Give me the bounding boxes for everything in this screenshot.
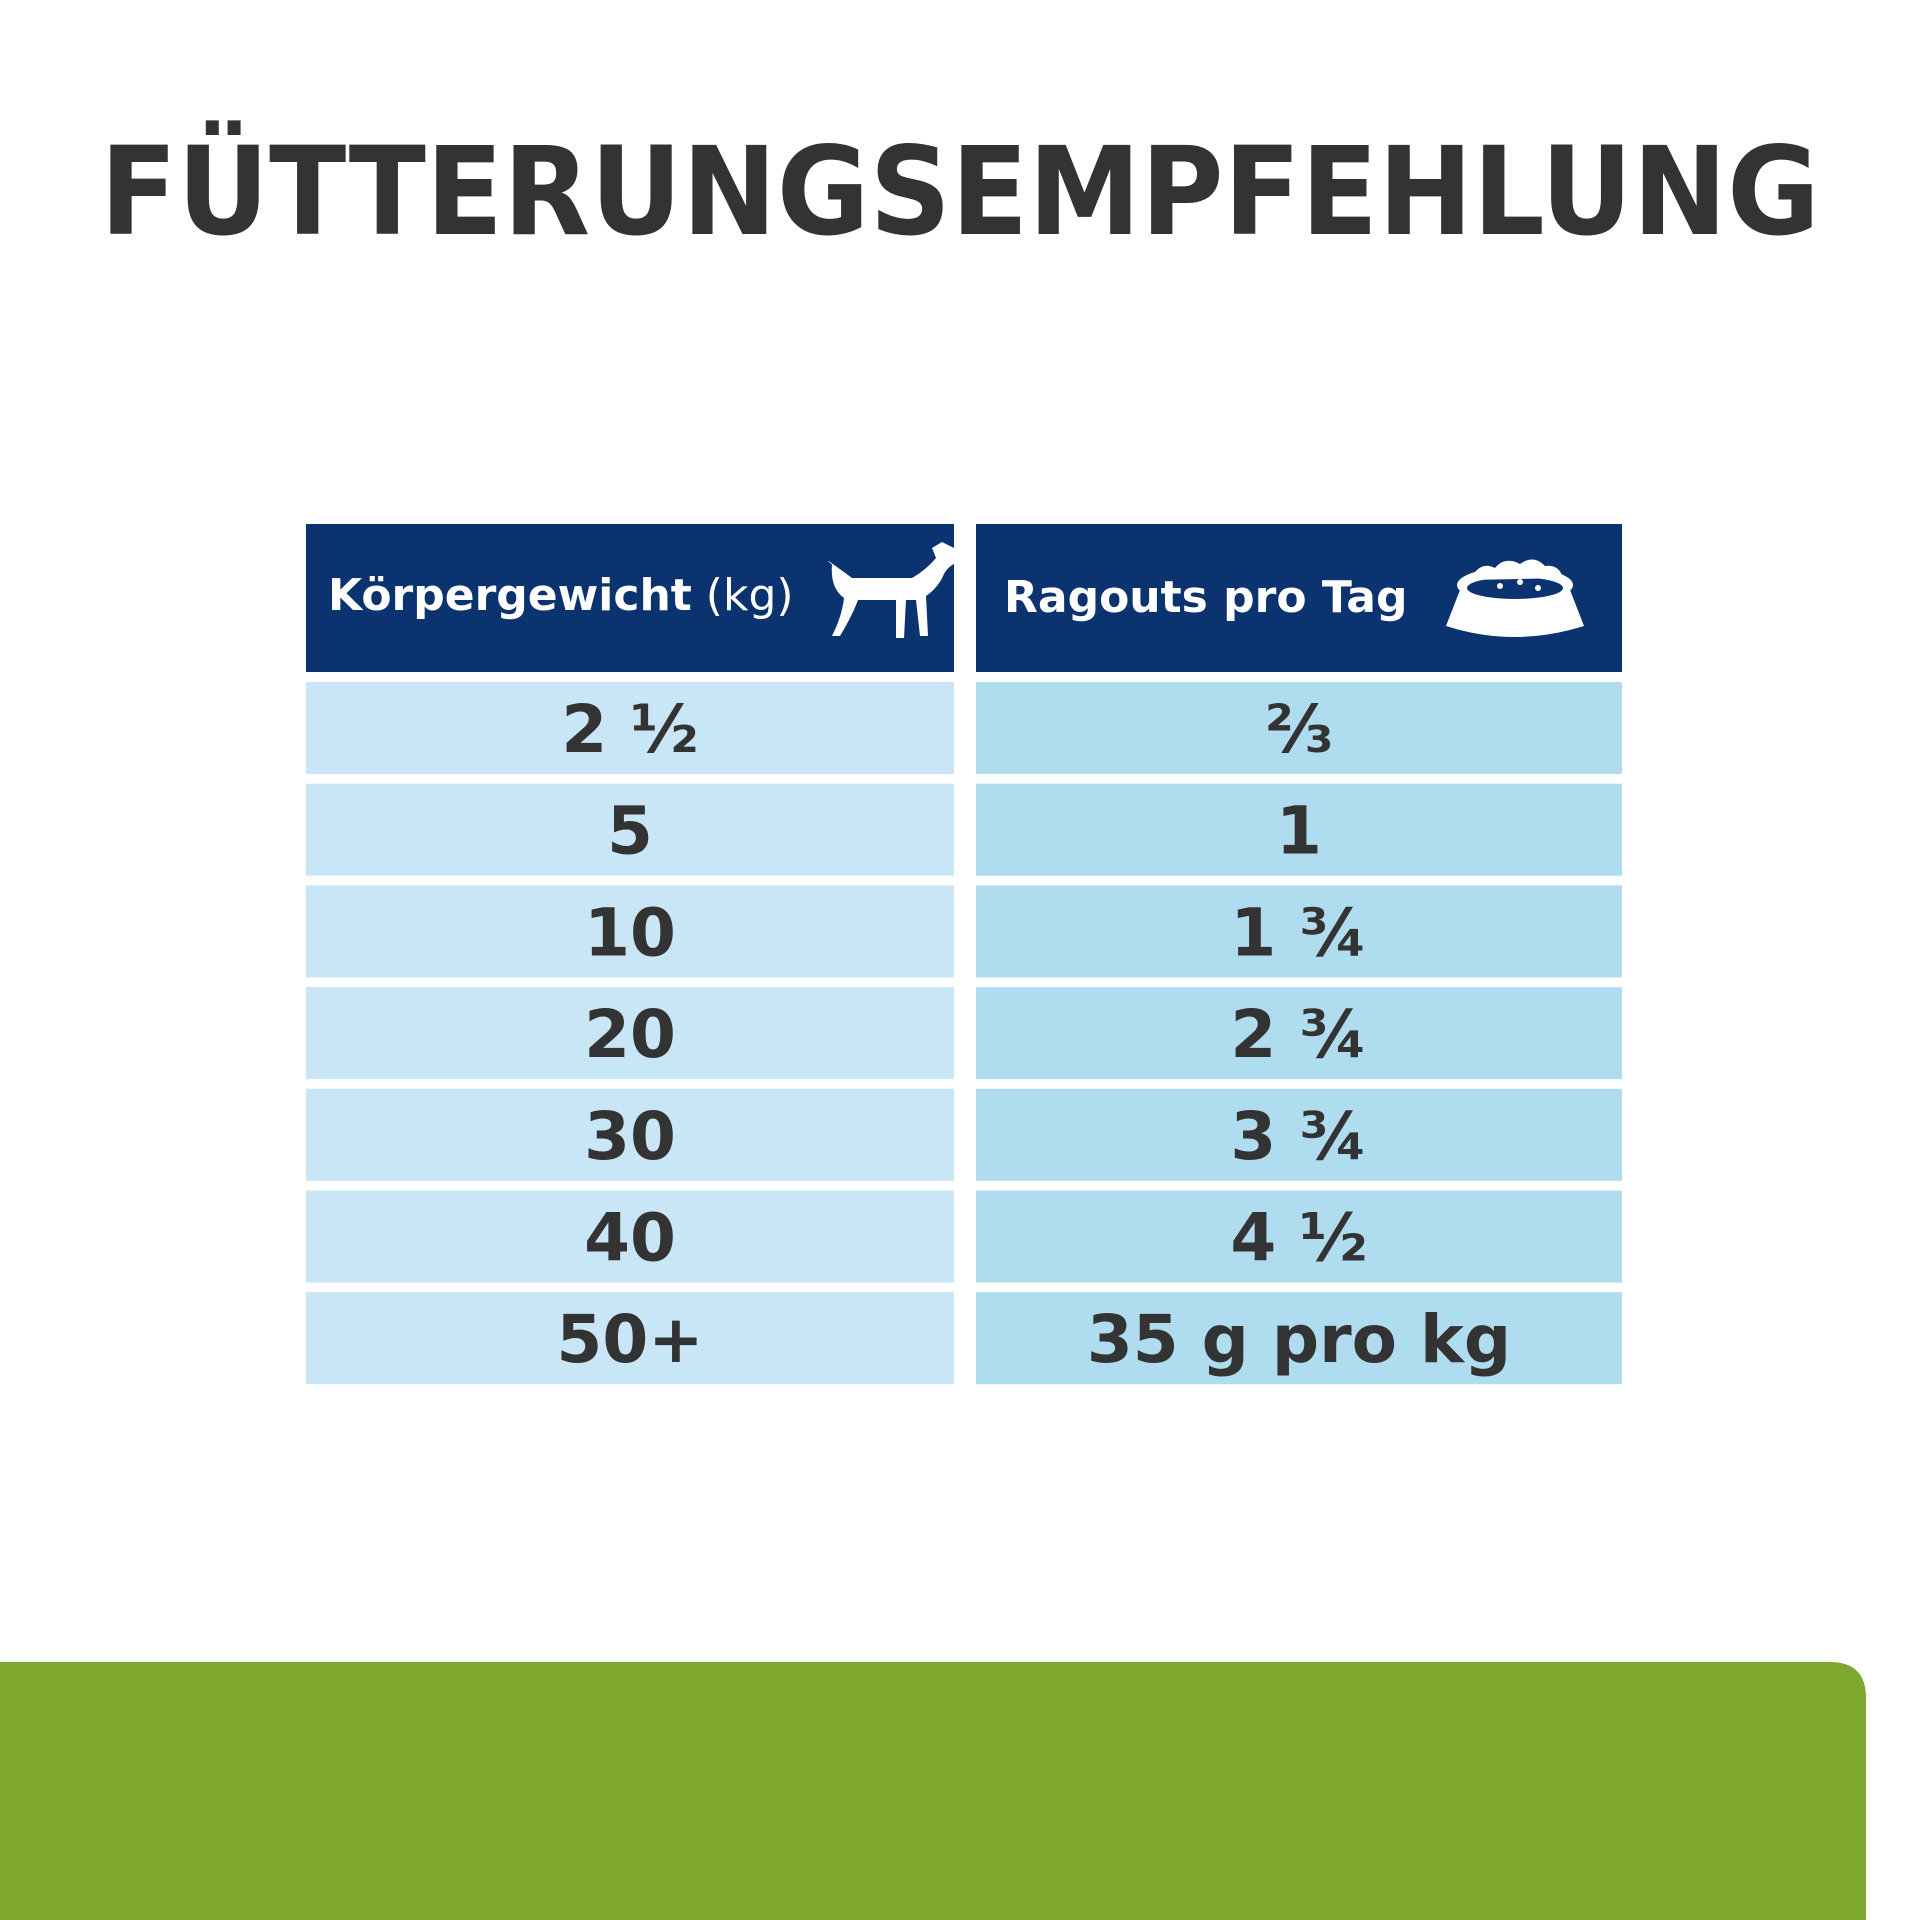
- table-cell: [306, 1190, 954, 1283]
- cell-text: 35 g pro kg: [1087, 1301, 1511, 1378]
- table-cell: [976, 783, 1622, 876]
- table-cell: [306, 1088, 954, 1181]
- table-cell: [306, 1292, 954, 1385]
- cell-text: 2 ¾: [1230, 996, 1367, 1073]
- cell-text: 1 ¾: [1230, 894, 1367, 971]
- table-cell: [306, 783, 954, 876]
- cell-text: 5: [607, 793, 653, 870]
- table-body: 2 ½ ⅔ 5 1 10 1 ¾ 20 2 ¾ 30 3 ¾ 40 4 ½ 50+ 35 g pro kg: [306, 682, 1622, 1385]
- table-cell: [306, 987, 954, 1080]
- dog-icon: [828, 542, 962, 638]
- bowl-icon: [1446, 559, 1584, 637]
- header-unit: (kg): [706, 570, 794, 621]
- cell-text: 50+: [556, 1301, 703, 1378]
- cell-text: 1: [1276, 793, 1322, 870]
- table-cell: [306, 885, 954, 978]
- page-title: FÜTTERUNGSEMPFEHLUNG: [100, 121, 1820, 263]
- cell-text: 20: [584, 996, 676, 1073]
- table-cell: [976, 682, 1622, 774]
- table-cell: [976, 1088, 1622, 1181]
- cell-text: 30: [584, 1098, 676, 1175]
- cell-text: 2 ½: [561, 691, 698, 768]
- cell-text: 3 ¾: [1230, 1098, 1367, 1175]
- cell-text: ⅔: [1265, 691, 1333, 768]
- table-cell: [976, 1190, 1622, 1283]
- header-label: Körpergewicht: [328, 570, 692, 621]
- header-text: Ragouts pro Tag: [1004, 572, 1407, 623]
- cell-text: 4 ½: [1230, 1200, 1367, 1277]
- table-cell: [976, 987, 1622, 1080]
- cell-text: 40: [584, 1200, 676, 1277]
- header-text: Körpergewicht (kg): [328, 570, 794, 621]
- table-cell: [306, 682, 954, 774]
- cell-text: 10: [584, 894, 676, 971]
- table-cell: [976, 885, 1622, 978]
- table-cell: [976, 1292, 1622, 1385]
- green-footer-band: [0, 1662, 1866, 1920]
